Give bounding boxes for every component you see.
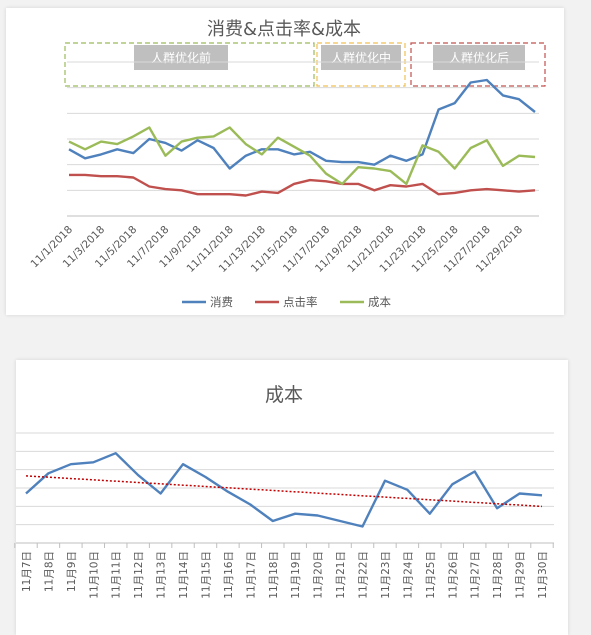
x-tick-label: 11月16日	[223, 551, 235, 599]
x-tick-label: 11月19日	[290, 551, 302, 599]
x-tick-label: 11月20日	[313, 551, 325, 599]
x-tick-label: 11月26日	[447, 551, 459, 599]
x-tick-label: 11月15日	[200, 551, 212, 599]
x-tick-label: 11月10日	[88, 551, 100, 599]
trendline	[25, 475, 543, 508]
series-line	[68, 126, 536, 186]
series-line	[69, 173, 536, 197]
x-tick-label: 11月21日	[335, 551, 347, 599]
series-line	[68, 78, 536, 170]
x-tick-label: 11月8日	[43, 551, 55, 592]
chart-cost: 成本 11月7日 11月8日 11月9日 11月10日 11月11日 11月12日 11月1…	[14, 384, 554, 599]
phase-label-bg	[433, 45, 525, 70]
x-tick-label: 11月30日	[537, 551, 549, 599]
chart-title: 成本	[265, 384, 303, 406]
x-tick-label: 11月13日	[156, 551, 168, 599]
phase-label: 人群优化后	[449, 51, 509, 65]
x-tick-label: 11月25日	[425, 551, 437, 599]
x-tick-label: 11月24日	[402, 551, 414, 599]
x-tick-label: 11月7日	[21, 551, 33, 592]
legend-label: 点击率	[283, 295, 318, 309]
x-tick-label: 11月18日	[268, 551, 280, 599]
phase-label-bg	[134, 45, 228, 70]
chart-panel-cost: 成本 11月7日 11月8日 11月9日 11月10日 11月11日 11月12日 11月1…	[14, 360, 568, 635]
series-line	[25, 451, 543, 528]
chart-title: 消费&点击率&成本	[207, 19, 361, 40]
x-tick-label: 11月17日	[245, 551, 257, 599]
chart-consumption-ctr-cost: 消费&点击率&成本 人群优化前 人群优化中 人群优化后 11/1/201811/3/…	[29, 19, 546, 309]
phase-label: 人群优化前	[151, 50, 211, 65]
x-tick-label: 11月28日	[492, 551, 504, 599]
x-tick-label: 11月9日	[66, 551, 78, 592]
x-tick-label: 11月11日	[111, 551, 123, 599]
phase-box	[316, 42, 406, 87]
legend-label: 成本	[368, 295, 391, 309]
x-tick-label: 11月12日	[133, 551, 145, 599]
x-tick-label: 11月14日	[178, 551, 190, 599]
x-tick-label: 11月27日	[470, 551, 482, 599]
chart-panel-consumption: 消费&点击率&成本 人群优化前 人群优化中 人群优化后 11/1/2018 11/3/…	[6, 8, 564, 315]
phase-label-bg	[321, 45, 401, 70]
x-tick-label: 11月29日	[515, 551, 527, 599]
phase-box	[64, 42, 315, 87]
phase-label: 人群优化中	[331, 50, 391, 65]
phase-box	[410, 42, 546, 87]
legend-label: 消费	[210, 295, 233, 309]
x-tick-label: 11月22日	[358, 551, 370, 599]
x-tick-label: 11月23日	[380, 551, 392, 599]
